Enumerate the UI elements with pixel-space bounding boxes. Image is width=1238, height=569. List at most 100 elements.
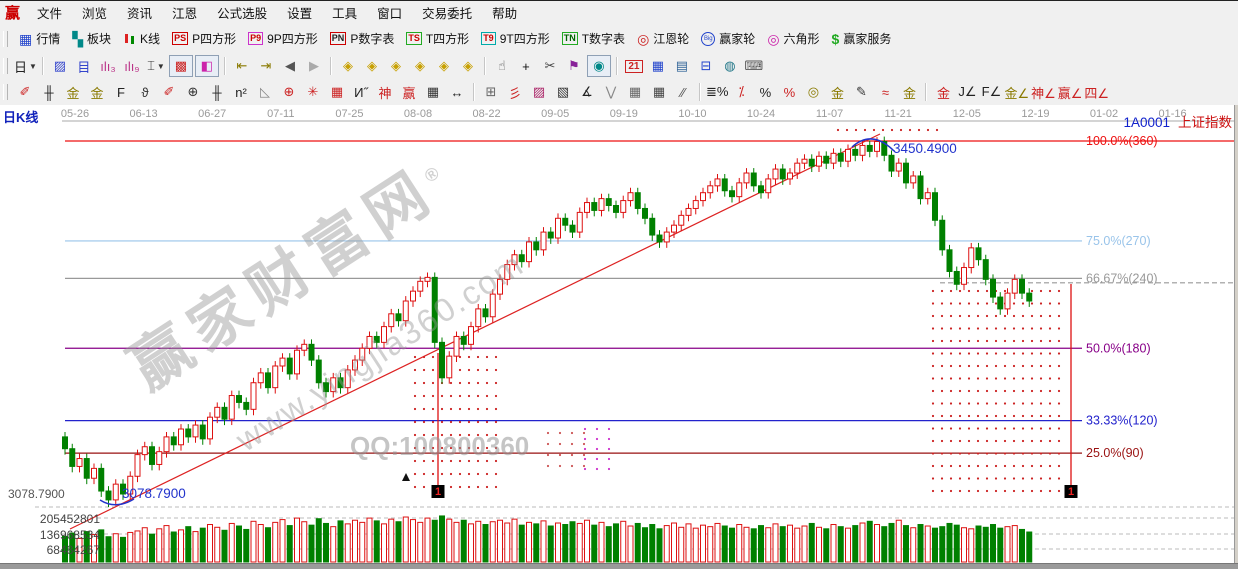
nav-next-button[interactable]: ▶ — [303, 56, 325, 76]
flag-tool-button[interactable]: ⚑ — [563, 56, 585, 76]
menu-item-2[interactable]: 浏览 — [82, 7, 108, 21]
red-grid-button[interactable]: ▦ — [326, 82, 348, 102]
gold-gann-ruler-button[interactable]: 金 — [62, 82, 84, 102]
chart-area[interactable]: 05-26 06-13 06-27 07-11 07-25 08-08 08-22 09-05… — [0, 105, 1238, 563]
ying-grid-button[interactable]: 赢 — [398, 82, 420, 102]
notes-button[interactable]: ▤ — [671, 56, 693, 76]
t-number-table-button[interactable]: TN T数字表 — [556, 28, 631, 49]
shen-angle-button[interactable]: 神∠ — [1031, 82, 1056, 102]
percent-button[interactable]: % — [754, 82, 776, 102]
gold-circle-button[interactable]: ◎ — [802, 82, 824, 102]
9t-square-button[interactable]: T9 9T四方形 — [475, 28, 556, 49]
candle-style-dropdown[interactable]: ⌶ ▼ — [145, 56, 167, 76]
nav-last-button[interactable]: ⇥ — [255, 56, 277, 76]
sectors-button[interactable]: ▚ 板块 — [66, 28, 117, 49]
9p-square-button[interactable]: P9 9P四方形 — [242, 28, 324, 49]
measure-tool-button[interactable]: ✂ — [539, 56, 561, 76]
pencil-measure-button[interactable]: ✎ — [850, 82, 872, 102]
angle-lines-button[interactable]: ∡ — [576, 82, 598, 102]
period-day-dropdown[interactable]: 日 ▼ — [14, 56, 37, 76]
star-grid-button[interactable]: ✳ — [302, 82, 324, 102]
p-square-button[interactable]: PS P四方形 — [166, 28, 242, 49]
fan-box-button[interactable]: ▨ — [528, 82, 550, 102]
gold-gann-ruler2-button[interactable]: 金 — [86, 82, 108, 102]
bottom-scrollbar[interactable] — [0, 563, 1238, 569]
gold-angle-button[interactable]: 金∠ — [1004, 82, 1029, 102]
brush-tool-button[interactable]: ✐ — [14, 82, 36, 102]
diamond-shift-right-button[interactable]: ◈ — [361, 56, 383, 76]
gann-wheel-button[interactable]: ◎ 江恩轮 — [631, 28, 695, 49]
cycle-clock-button[interactable]: ⊕ — [182, 82, 204, 102]
grid-dot-button[interactable]: ▦ — [624, 82, 646, 102]
bars-3-button[interactable]: ılı₃ — [97, 56, 119, 76]
parallel-lines-button[interactable]: ∕∕ — [672, 82, 694, 102]
color-histogram-button[interactable]: ◧ — [194, 55, 219, 77]
computer-button[interactable]: ⌨ — [743, 56, 765, 76]
winner-service-button[interactable]: $ 赢家服务 — [826, 28, 898, 49]
diamond-h-expand-button[interactable]: ◈ — [385, 56, 407, 76]
ray-fan-button[interactable]: 彡 — [504, 82, 526, 102]
hand-tool-button[interactable]: ☝ — [491, 56, 513, 76]
kline-chart-svg[interactable]: 05-26 06-13 06-27 07-11 07-25 08-08 08-22 09-05… — [0, 105, 1238, 563]
corner-box-button[interactable]: ⊞ — [480, 82, 502, 102]
diamond-shift-left-button[interactable]: ◈ — [337, 56, 359, 76]
menu-item-9[interactable]: 交易委托 — [422, 7, 473, 21]
menu-item-5[interactable]: 公式选股 — [217, 7, 268, 21]
info-list-button[interactable]: 目 — [73, 56, 95, 76]
fan-dark-button[interactable]: ▧ — [552, 82, 574, 102]
gann-ruler-button[interactable]: ╫ — [38, 82, 60, 102]
fib-ruler-button[interactable]: F — [110, 82, 132, 102]
ying-angle-button[interactable]: 赢∠ — [1058, 82, 1083, 102]
pattern-window-button[interactable]: ▨ — [49, 56, 71, 76]
bars-9-button[interactable]: ılı₉ — [121, 56, 143, 76]
volume-axis-label-3: 68484267 — [46, 543, 100, 557]
i-mark-button[interactable]: И˝ — [350, 82, 372, 102]
diamond-zoom-out-button[interactable]: ◈ — [457, 56, 479, 76]
menu-item-3[interactable]: 资讯 — [127, 7, 153, 21]
waves-button[interactable]: ≈ — [874, 82, 896, 102]
gold-underline-button[interactable]: 金 — [932, 82, 954, 102]
brush2-tool-button[interactable]: ✐ — [158, 82, 180, 102]
web-save-button[interactable]: ◍ — [719, 56, 741, 76]
percent-under-button[interactable]: ⁒ — [730, 82, 752, 102]
brain-button[interactable]: ◉ — [586, 55, 611, 77]
calendar-21-button[interactable]: 21 — [623, 56, 645, 76]
spiral-tool-button[interactable]: ϑ — [134, 82, 156, 102]
hexagon-button[interactable]: ◎ 六角形 — [761, 28, 825, 49]
menu-item-6[interactable]: 设置 — [287, 7, 313, 21]
red-pattern-button[interactable]: ▩ — [168, 55, 193, 77]
t-square-button[interactable]: TS T四方形 — [400, 28, 475, 49]
menu-item-10[interactable]: 帮助 — [492, 7, 518, 21]
kline-button[interactable]: K线 — [117, 28, 166, 49]
n-square-button[interactable]: n² — [230, 82, 252, 102]
nav-first-button[interactable]: ⇤ — [231, 56, 253, 76]
set-square-button[interactable]: ◺ — [254, 82, 276, 102]
winner-wheel-button[interactable]: Big 赢家轮 — [695, 28, 761, 49]
shen-grid-button[interactable]: 神 — [374, 82, 396, 102]
save-button[interactable]: ⊟ — [695, 56, 717, 76]
p-number-table-button[interactable]: PN P数字表 — [324, 28, 401, 49]
f-angle-button[interactable]: F∠ — [980, 82, 1002, 102]
menu-item-1[interactable]: 文件 — [37, 7, 63, 21]
diamond-h-shrink-button[interactable]: ◈ — [409, 56, 431, 76]
nav-prev-button[interactable]: ◀ — [279, 56, 301, 76]
j-angle-button[interactable]: J∠ — [956, 82, 978, 102]
four-angle-button[interactable]: 四∠ — [1084, 82, 1109, 102]
percent-line-button[interactable]: % — [778, 82, 800, 102]
ruler2-button[interactable]: ╫ — [206, 82, 228, 102]
v-dots-button[interactable]: ⋁ — [600, 82, 622, 102]
grid-123-button[interactable]: ▦ — [422, 82, 444, 102]
menu-item-8[interactable]: 窗口 — [377, 7, 403, 21]
target-tool-button[interactable]: ⊕ — [278, 82, 300, 102]
quotes-button[interactable]: ▦ 行情 — [13, 28, 66, 49]
diamond-zoom-in-button[interactable]: ◈ — [433, 56, 455, 76]
percent-list-button[interactable]: ≣% — [706, 82, 728, 102]
gold-lines-button[interactable]: 金 — [826, 82, 848, 102]
menu-item-7[interactable]: 工具 — [332, 7, 358, 21]
grid-dot2-button[interactable]: ▦ — [648, 82, 670, 102]
menu-item-4[interactable]: 江恩 — [172, 7, 198, 21]
gold2-button[interactable]: 金 — [898, 82, 920, 102]
crosshair-button[interactable]: + — [515, 56, 537, 76]
calculator-button[interactable]: ▦ — [647, 56, 669, 76]
width-arrow-button[interactable]: ↔ — [446, 82, 468, 102]
